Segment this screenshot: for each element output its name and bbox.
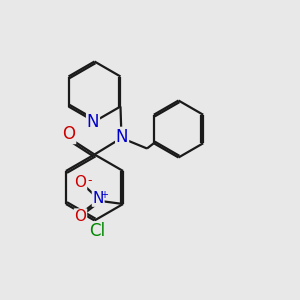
Text: +: +	[100, 190, 108, 200]
Text: N: N	[87, 112, 99, 130]
Text: -: -	[87, 174, 92, 188]
Text: N: N	[116, 128, 128, 146]
Text: N: N	[92, 191, 104, 206]
Text: O: O	[74, 175, 86, 190]
Text: O: O	[62, 125, 76, 143]
Text: Cl: Cl	[89, 222, 106, 240]
Text: O: O	[74, 209, 86, 224]
